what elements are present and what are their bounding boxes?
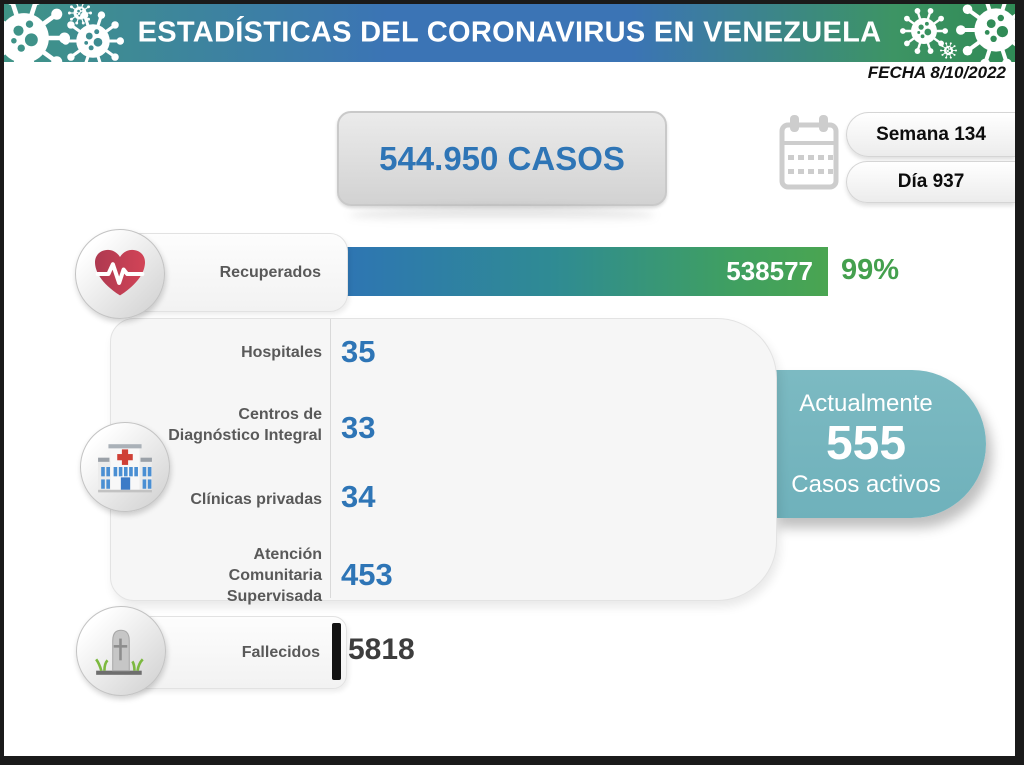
hospital-icon-badge <box>80 422 170 512</box>
stat-value-cdi: 33 <box>341 410 376 445</box>
tombstone-icon <box>95 629 144 675</box>
recovered-bar: 538577 <box>331 247 828 296</box>
active-badge-line1: Actualmente <box>799 390 933 417</box>
recovered-percent: 99% <box>841 254 900 286</box>
header-banner: ESTADÍSTICAS DEL CORONAVIRUS EN VENEZUEL… <box>4 4 1015 62</box>
recovered-icon-badge <box>75 229 165 319</box>
active-badge-line2: Casos activos <box>791 471 941 498</box>
stat-value-atencion: 453 <box>341 557 393 592</box>
panel-divider <box>330 319 331 598</box>
deceased-label: Fallecidos <box>241 643 320 661</box>
day-label: Día 937 <box>897 171 965 192</box>
stat-value-hospitales: 35 <box>341 334 376 369</box>
week-pill: Semana 134 <box>846 112 1015 157</box>
date-label: FECHA 8/10/2022 <box>867 63 1006 82</box>
hospital-icon <box>98 444 152 493</box>
day-pill: Día 937 <box>846 161 1015 203</box>
total-cases-value: 544.950 CASOS <box>379 139 625 177</box>
deceased-bar <box>332 623 341 680</box>
total-cases-box: 544.950 CASOS <box>337 111 667 206</box>
calendar-icon <box>779 115 839 190</box>
stat-value-clinicas: 34 <box>341 479 376 514</box>
stat-label-cdi: Centros de Diagnóstico Integral <box>168 406 322 444</box>
stat-label-hospitales: Hospitales <box>241 344 322 361</box>
active-cases-badge: Actualmente 555 Casos activos <box>772 370 986 518</box>
stat-label-clinicas: Clínicas privadas <box>190 491 322 508</box>
recovered-label: Recuperados <box>219 263 321 281</box>
stat-label-atencion: Atención Comunitaria Supervisada <box>226 546 322 605</box>
deceased-icon-badge <box>76 606 166 696</box>
week-label: Semana 134 <box>876 123 986 145</box>
page-title: ESTADÍSTICAS DEL CORONAVIRUS EN VENEZUEL… <box>137 16 882 49</box>
recovered-value: 538577 <box>726 256 813 286</box>
deceased-value: 5818 <box>348 633 415 666</box>
heart-icon <box>95 249 145 296</box>
active-cases-value: 555 <box>825 417 907 470</box>
